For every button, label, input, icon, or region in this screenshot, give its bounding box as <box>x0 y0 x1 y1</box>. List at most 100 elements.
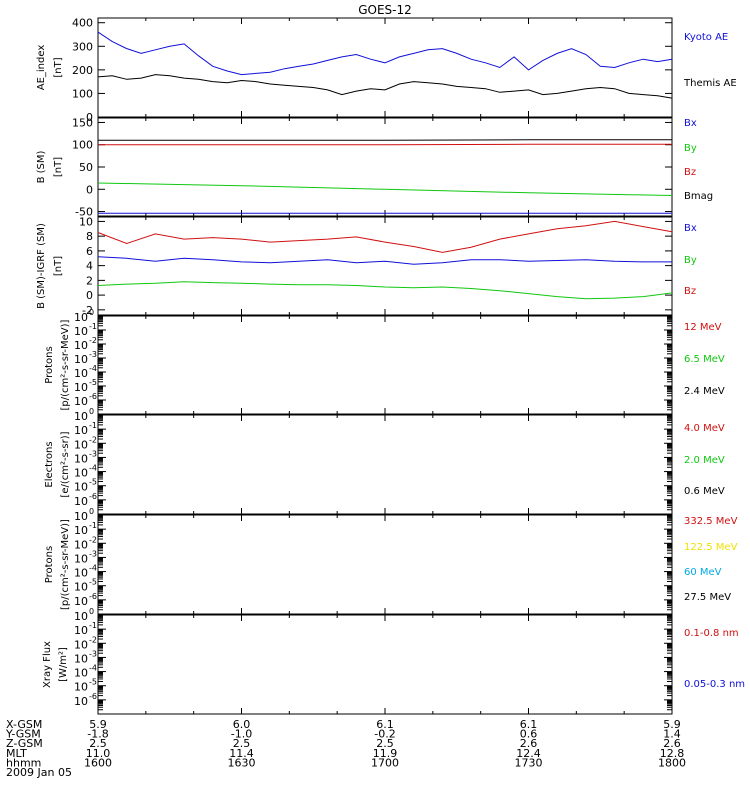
y-tick-label: 150 <box>72 116 93 129</box>
panel-frame <box>97 17 673 118</box>
y-tick-label: 10 <box>74 481 88 494</box>
y-axis-label: [nT] <box>53 57 64 77</box>
x-row-value: 11.9 <box>373 747 398 760</box>
panel-1: 0 100 200 300 400 AE_index [nT] Kyoto AE Themis … <box>36 17 737 124</box>
y-tick-label: 10 <box>74 510 88 523</box>
x-row-value: 6.1 <box>376 718 394 731</box>
y-tick-label: 300 <box>72 40 93 53</box>
y-tick-exponent: -6 <box>89 392 97 401</box>
y-tick-label: 10 <box>74 595 88 608</box>
y-tick-label: 10 <box>74 681 88 694</box>
y-tick-exponent: 0 <box>89 308 94 317</box>
y-tick-exponent: 0 <box>89 407 94 416</box>
y-tick-exponent: -4 <box>89 564 97 573</box>
y-tick-exponent: -1 <box>89 521 97 530</box>
y-tick-label: 10 <box>74 567 88 580</box>
y-tick-exponent: -2 <box>89 435 97 444</box>
panel-2: -50 0 50 100 150 B (SM) [nT] Bx By Bz Bmag <box>36 116 713 218</box>
legend-entry: 0.6 MeV <box>684 486 725 497</box>
y-tick-label: 10 <box>74 311 88 324</box>
y-tick-label: 6 <box>86 245 93 258</box>
y-tick-exponent: -5 <box>89 678 97 687</box>
y-axis-label: AE_index <box>36 45 47 91</box>
y-tick-exponent: -1 <box>89 322 97 331</box>
series-line-by <box>97 281 673 300</box>
y-tick-exponent: -1 <box>89 421 97 430</box>
x-row-value: 6.0 <box>233 718 251 731</box>
x-row-value: 1600 <box>84 756 112 769</box>
x-axis-table: X-GSM 5.9 6.0 6.1 6.1 5.9 Y-GSM -1.8 -1.0 -0.2 0.6… <box>5 718 686 769</box>
legend-entry: 60 MeV <box>684 567 722 578</box>
panel-frame <box>97 614 673 715</box>
x-row-value: 2.5 <box>89 737 107 750</box>
x-row-value: 1800 <box>658 756 686 769</box>
x-row-value: -1.8 <box>87 728 108 741</box>
y-tick-label: 8 <box>86 230 93 243</box>
y-tick-label: 0 <box>86 183 93 196</box>
y-axis-label: [nT] <box>53 256 64 276</box>
y-tick-label: 10 <box>74 538 88 551</box>
y-tick-label: 50 <box>79 161 93 174</box>
y-tick-label: 100 <box>72 139 93 152</box>
y-tick-exponent: -5 <box>89 378 97 387</box>
x-row-value: 2.5 <box>233 737 251 750</box>
y-axis-label: B (SM)-IGRF (SM) <box>36 223 47 309</box>
y-tick-label: 200 <box>72 64 93 77</box>
y-axis-label: [p/(cm²-s-sr-MeV)] <box>60 319 71 410</box>
y-tick-label: 10 <box>74 667 88 680</box>
x-row-value: 11.0 <box>86 747 111 760</box>
x-row-label: Y-GSM <box>5 728 41 741</box>
x-row-value: 1700 <box>371 756 399 769</box>
y-tick-exponent: -2 <box>89 535 97 544</box>
legend-entry: 4.0 MeV <box>684 423 725 434</box>
x-row-value: 5.9 <box>89 718 107 731</box>
y-axis-label: Protons <box>44 546 55 583</box>
y-tick-label: 10 <box>74 610 88 623</box>
y-axis-label: Xray Flux <box>42 641 53 688</box>
y-tick-label: 10 <box>74 467 88 480</box>
y-tick-label: 10 <box>74 367 88 380</box>
y-tick-exponent: -5 <box>89 578 97 587</box>
series-line-bx <box>97 256 672 265</box>
legend-entry: Bx <box>684 223 697 234</box>
series-line-bmag <box>98 139 672 141</box>
legend-entry: 332.5 MeV <box>684 516 738 527</box>
y-tick-label: 10 <box>74 339 88 352</box>
legend-entry: Bz <box>684 167 696 178</box>
legend-entry: Kyoto AE <box>684 32 728 43</box>
y-tick-exponent: -3 <box>89 350 97 359</box>
y-tick-label: -50 <box>75 206 93 219</box>
legend-entry: 2.0 MeV <box>684 455 725 466</box>
y-tick-label: 400 <box>72 17 93 30</box>
y-tick-exponent: -2 <box>89 635 97 644</box>
legend-entry: 2.4 MeV <box>684 386 725 397</box>
y-tick-label: 10 <box>74 381 88 394</box>
y-tick-label: 10 <box>74 410 88 423</box>
y-tick-label: 10 <box>74 581 88 594</box>
legend-entry: 12 MeV <box>684 322 722 333</box>
y-axis-label: B (SM) <box>36 150 47 183</box>
y-tick-label: 10 <box>74 325 88 338</box>
y-tick-label: -2 <box>82 304 93 317</box>
y-tick-exponent: 0 <box>89 607 94 616</box>
y-tick-label: 10 <box>74 552 88 565</box>
y-tick-label: 10 <box>79 215 93 228</box>
x-row-value: 5.9 <box>663 718 681 731</box>
x-row-value: -0.2 <box>374 728 395 741</box>
x-row-value: 2.6 <box>520 737 538 750</box>
series-line-themis-ae <box>97 74 673 99</box>
y-tick-exponent: -6 <box>89 692 97 701</box>
y-tick-exponent: 0 <box>89 507 94 516</box>
series-line-by <box>97 182 673 196</box>
y-tick-exponent: -4 <box>89 664 97 673</box>
x-row-value: 6.1 <box>520 718 538 731</box>
legend-entry: 27.5 MeV <box>684 592 731 603</box>
legend-entry: 122.5 MeV <box>684 542 738 553</box>
x-row-value: 12.8 <box>660 747 685 760</box>
y-axis-label: [e/(cm²-s-sr)] <box>60 431 71 497</box>
